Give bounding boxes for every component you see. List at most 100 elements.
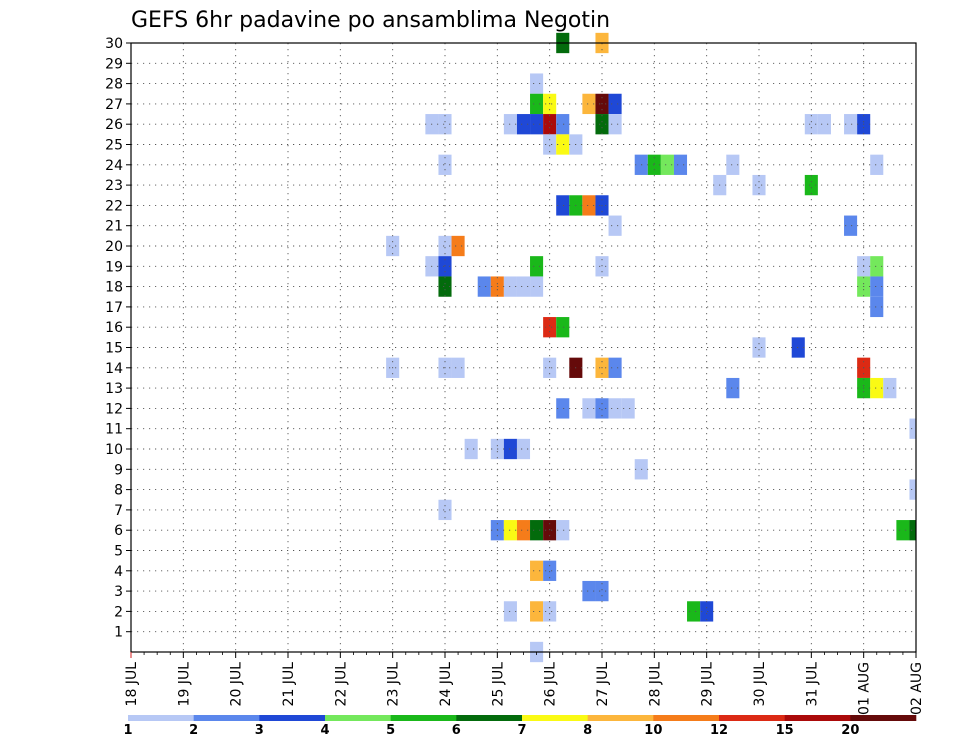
heatmap-cell (595, 114, 609, 135)
heatmap-cell (844, 114, 858, 135)
heatmap-cell (503, 276, 517, 297)
colorbar-swatch (784, 715, 851, 721)
y-tick-label: 30 (105, 36, 123, 52)
heatmap-cell (438, 235, 452, 257)
heatmap-cell (543, 317, 557, 338)
heatmap-cell (909, 479, 916, 500)
heatmap-cell (870, 256, 884, 277)
x-tick-label: 25 JUL (490, 662, 506, 707)
colorbar-label: 2 (189, 723, 198, 738)
heatmap-cell (883, 377, 897, 399)
heatmap-cell (752, 174, 766, 196)
heatmap-cell (582, 580, 596, 602)
heatmap-cell (608, 114, 622, 135)
x-tick-label: 02 AUG (909, 662, 925, 715)
x-axis: 18 JUL 19 JUL 20 JUL 21 JUL 22 JUL 23 JUL 24 J… (124, 652, 925, 715)
colorbar-label: 1 (123, 723, 132, 738)
x-tick-label: 30 JUL (752, 662, 768, 707)
heatmap-cell (543, 560, 557, 581)
colorbar-swatch (325, 715, 391, 721)
y-tick-label: 10 (105, 442, 123, 458)
heatmap-cell (530, 520, 544, 541)
y-tick-label: 3 (114, 584, 123, 600)
heatmap-cell (556, 520, 570, 541)
heatmap-cell (870, 296, 884, 318)
heatmap-cell (870, 276, 884, 297)
colorbar-swatch (653, 715, 720, 721)
heatmap-cell (804, 174, 818, 196)
x-tick-label: 18 JUL (124, 662, 140, 707)
colorbar-label: 7 (517, 723, 526, 738)
x-tick-label: 24 JUL (438, 662, 454, 707)
colorbar-swatch (390, 715, 457, 721)
y-tick-label: 28 (105, 77, 123, 93)
heatmap-cell (516, 520, 531, 541)
colorbar-label: 5 (386, 723, 395, 738)
colorbar-legend: 1 2 3 4 5 6 7 8 10 12 15 20 (123, 715, 917, 738)
y-tick-label: 24 (105, 158, 123, 174)
heatmap-cell (726, 377, 740, 399)
y-tick-label: 13 (105, 381, 123, 397)
heatmap-cell (556, 398, 570, 419)
grid-lines (131, 43, 916, 652)
y-tick-label: 5 (114, 544, 123, 560)
heatmap-cell (530, 601, 544, 622)
heatmap-cell (621, 398, 635, 419)
heatmap-cell (530, 276, 544, 297)
x-tick-label: 22 JUL (333, 662, 349, 707)
y-axis: 1234567891011121314151617181920212223242… (105, 36, 131, 641)
heatmap-cell (530, 93, 544, 115)
y-tick-label: 8 (114, 483, 123, 499)
heatmap-cell (647, 154, 661, 175)
heatmap-cell (608, 398, 622, 419)
heatmap-cell (451, 357, 465, 378)
colorbar-label: 4 (320, 723, 329, 738)
y-tick-label: 2 (114, 604, 123, 620)
heatmap-cell (556, 195, 570, 216)
x-tick-label: 23 JUL (386, 662, 402, 707)
heatmap-cell (530, 73, 544, 94)
heatmap-cell (516, 276, 531, 297)
heatmap-cell (438, 499, 452, 521)
heatmap-cell (438, 276, 452, 297)
y-tick-label: 12 (105, 401, 123, 417)
heatmap-cell (543, 134, 557, 155)
heatmap-cell (844, 215, 858, 236)
heatmap-cell (543, 114, 557, 135)
heatmap-cell (870, 377, 884, 399)
y-tick-label: 7 (114, 503, 123, 519)
y-tick-label: 26 (105, 117, 123, 133)
y-tick-label: 11 (105, 422, 123, 438)
colorbar-swatch (456, 715, 523, 721)
heatmap-cell (804, 114, 818, 135)
heatmap-cell (870, 154, 884, 175)
y-tick-label: 1 (114, 625, 123, 641)
chart-title: GEFS 6hr padavine po ansamblima Negotin (131, 8, 610, 33)
heatmap-cell (700, 601, 714, 622)
heatmap-cell (608, 357, 622, 378)
colorbar-swatch (128, 715, 194, 721)
y-tick-label: 14 (105, 361, 123, 377)
heatmap-cell (909, 520, 916, 541)
colorbar-swatch (719, 715, 785, 721)
heatmap-cell (530, 560, 544, 581)
colorbar-label: 3 (255, 723, 264, 738)
y-tick-label: 19 (105, 259, 123, 275)
heatmap-cell (909, 418, 916, 439)
heatmap-cell (451, 235, 465, 257)
colorbar-swatch (522, 715, 588, 721)
heatmap-cell (386, 235, 400, 257)
heatmap-cell (530, 114, 544, 135)
colorbar-label: 6 (452, 723, 461, 738)
heatmap-cell (438, 256, 452, 277)
y-tick-label: 23 (105, 178, 123, 194)
heatmap-cell (530, 256, 544, 277)
heatmap-cell (503, 438, 517, 460)
heatmap-cell (752, 337, 766, 358)
heatmap-cell (477, 276, 491, 297)
heatmap-cell (582, 195, 596, 216)
heatmap-cell (817, 114, 831, 135)
x-tick-label: 29 JUL (700, 662, 716, 707)
colorbar-swatch (259, 715, 326, 721)
